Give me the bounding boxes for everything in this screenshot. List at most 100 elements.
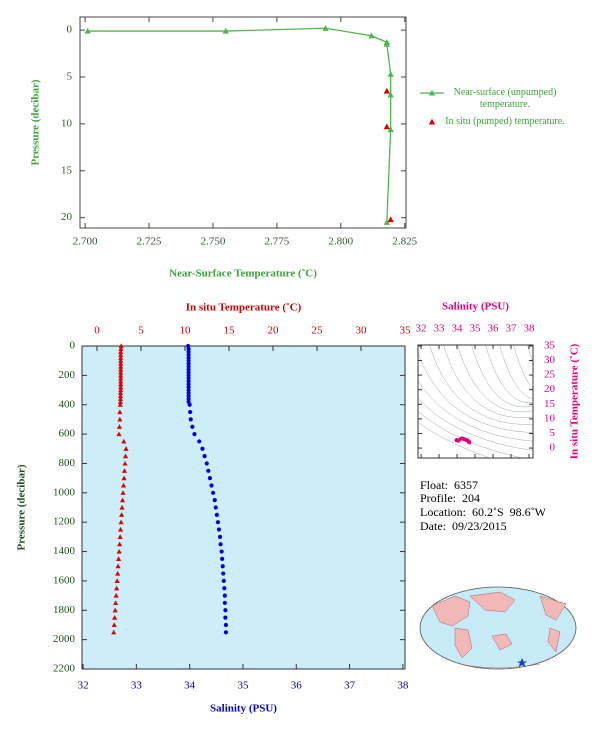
y-tick-label: 800: [59, 457, 76, 469]
x2-tick-label: 35: [400, 325, 412, 337]
ts-contours: [418, 345, 533, 458]
legend-marker: [428, 89, 436, 96]
x2-tick-label: 15: [223, 325, 235, 337]
salinity-point: [212, 498, 217, 503]
salinity-point: [220, 564, 225, 569]
salinity-point: [186, 355, 191, 360]
series-line: [87, 27, 392, 223]
salinity-point: [216, 527, 222, 532]
x-tick-label: 36: [291, 680, 303, 692]
plot-background: [81, 345, 406, 670]
salinity-point: [213, 505, 218, 510]
salinity-point: [188, 417, 193, 422]
salinity-point: [223, 608, 228, 613]
y-tick-label: 15: [544, 398, 556, 410]
density-contour: [418, 422, 491, 458]
salinity-point: [221, 578, 226, 584]
data-point: [387, 216, 394, 223]
salinity-point: [215, 520, 221, 525]
legend-label: In situ (pumped) temperature.: [445, 116, 565, 127]
salinity-point: [187, 402, 192, 407]
temperature-point: [119, 497, 126, 503]
salinity-point: [206, 468, 211, 473]
temperature-point: [118, 387, 124, 393]
y-tick-label: 200: [59, 369, 76, 381]
salinity-point: [186, 349, 191, 354]
temperature-point: [114, 585, 120, 591]
x2-tick-label: 5: [138, 325, 144, 337]
y-axis-title: In situ Temperature (˚C): [569, 343, 581, 459]
temperature-point: [116, 431, 122, 437]
salinity-point: [186, 382, 191, 387]
salinity-point: [186, 373, 191, 378]
temperature-point: [118, 358, 124, 363]
salinity-point: [186, 364, 191, 369]
x-tick-label: 35: [470, 323, 482, 335]
salinity-point: [186, 396, 191, 401]
x-tick-label: 36: [488, 323, 500, 335]
temperature-point: [121, 438, 127, 444]
density-contour: [457, 345, 533, 413]
temperature-point: [121, 475, 127, 481]
data-point: [387, 71, 394, 77]
x2-tick-label: 0: [94, 325, 100, 337]
temperature-point: [122, 453, 129, 459]
y-tick-label: 5: [67, 71, 73, 83]
salinity-point: [186, 358, 191, 363]
y-axis-title: Pressure (decibar): [30, 79, 42, 165]
salinity-point: [186, 387, 191, 393]
x-tick-label: 32: [78, 680, 89, 692]
y-tick-label: 1800: [53, 604, 76, 616]
legend-label: Near-surface (unpumped) temperature.: [453, 87, 557, 110]
x-tick-label: 2.725: [137, 236, 162, 248]
x-tick-label: 2.775: [265, 236, 290, 248]
temperature-point: [118, 519, 124, 525]
temperature-point: [118, 363, 124, 369]
y-tick-label: 20: [544, 383, 556, 395]
density-contour: [471, 345, 533, 408]
salinity-point: [186, 385, 191, 390]
salinity-point: [186, 352, 191, 357]
data-point: [322, 25, 329, 31]
x-tick-label: 35: [237, 680, 249, 692]
data-point: [383, 219, 391, 225]
density-contour: [418, 380, 533, 442]
salinity-point: [186, 390, 191, 396]
salinity-point: [220, 556, 225, 561]
plot-frame: [79, 16, 407, 229]
salinity-point: [219, 549, 224, 554]
temperature-point: [117, 409, 123, 415]
float-id: Float: 6357: [420, 478, 478, 492]
temperature-point: [117, 402, 123, 407]
x-tick-label: 33: [131, 680, 143, 692]
y-tick-label: 0: [70, 340, 76, 352]
salinity-point: [186, 393, 191, 399]
temperature-point: [122, 460, 128, 466]
temperature-point: [113, 600, 119, 606]
y-tick-label: 5: [550, 427, 556, 439]
x2-tick-label: 25: [311, 325, 323, 337]
salinity-point: [186, 361, 191, 366]
y-tick-label: 15: [61, 164, 73, 176]
density-contour: [418, 411, 524, 458]
x-tick-label: 2.700: [73, 236, 98, 248]
y-tick-label: 35: [544, 339, 556, 351]
y-tick-label: 10: [61, 117, 73, 129]
temperature-point: [118, 378, 124, 384]
y-tick-label: 10: [544, 412, 556, 424]
x-tick-label: 2.750: [201, 236, 226, 248]
y-tick-label: 600: [59, 428, 76, 440]
density-contour: [418, 351, 533, 433]
temperature-point: [120, 482, 127, 488]
temperature-point: [120, 490, 126, 495]
temperature-point: [117, 390, 124, 396]
x-axis-title: Salinity (PSU): [210, 703, 277, 715]
y-tick-label: 1000: [53, 486, 76, 498]
salinity-point: [214, 512, 219, 517]
x2-tick-label: 20: [267, 325, 279, 337]
data-point: [383, 87, 391, 94]
ts-point: [467, 440, 472, 445]
world-map: [419, 586, 577, 670]
y-tick-label: 1600: [53, 574, 76, 586]
